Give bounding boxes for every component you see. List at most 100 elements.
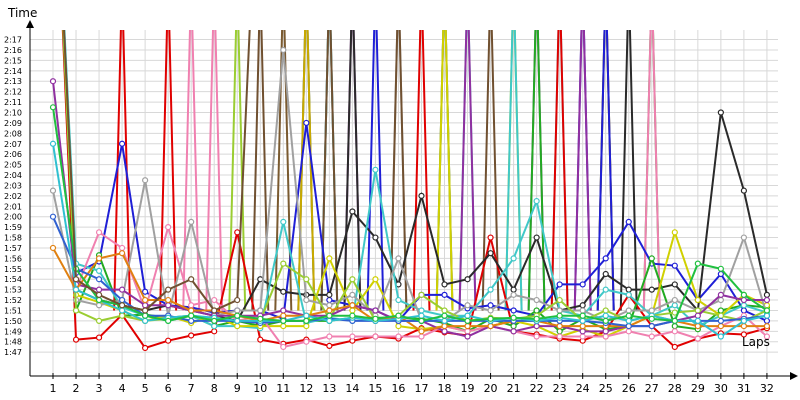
data-point — [717, 307, 724, 314]
data-point — [464, 312, 471, 319]
data-point — [280, 218, 287, 226]
data-point — [372, 315, 379, 322]
data-point — [556, 328, 563, 335]
x-tick-label: 30 — [714, 382, 728, 395]
x-tick-label: 13 — [322, 382, 336, 395]
data-point — [671, 343, 678, 351]
data-point — [372, 307, 379, 314]
data-point — [602, 286, 609, 293]
data-point — [648, 323, 655, 330]
tick-labels: 1:471:48 1:491:50 1:511:521:53 1:541:55 1:56… — [4, 36, 774, 395]
spike-line — [550, 30, 569, 311]
data-point — [188, 312, 195, 319]
data-point — [118, 296, 126, 304]
axes — [26, 20, 798, 380]
data-point — [487, 323, 494, 330]
data-point — [717, 317, 724, 324]
x-tick-label: 2 — [73, 382, 80, 395]
data-point — [579, 307, 586, 314]
data-point — [740, 331, 748, 338]
data-point — [142, 296, 149, 304]
series-line — [52, 143, 768, 338]
data-point — [487, 307, 494, 314]
data-point — [418, 312, 425, 319]
data-point — [326, 255, 333, 262]
data-point — [349, 333, 356, 340]
data-point — [510, 255, 517, 262]
data-point — [95, 276, 103, 283]
data-point — [234, 317, 241, 324]
data-point — [441, 291, 448, 298]
data-point — [326, 333, 333, 340]
data-point — [533, 234, 540, 241]
x-tick-label: 3 — [96, 382, 103, 395]
x-axis-title: Laps — [742, 335, 770, 349]
x-tick-label: 16 — [391, 382, 405, 395]
data-point — [257, 336, 264, 343]
data-point — [349, 276, 356, 283]
data-point — [95, 286, 103, 293]
y-tick-label: 1:47 — [4, 348, 22, 357]
data-point — [142, 312, 149, 319]
data-point — [556, 312, 563, 319]
data-point — [188, 307, 195, 314]
data-point — [95, 229, 103, 236]
data-point — [234, 229, 241, 236]
data-point — [118, 307, 126, 314]
data-point — [165, 286, 172, 293]
data-point — [533, 315, 540, 322]
x-tick-label: 10 — [253, 382, 267, 395]
data-point — [49, 78, 57, 85]
data-point — [671, 323, 678, 330]
data-point — [464, 333, 471, 340]
data-point — [418, 328, 425, 335]
x-tick-label: 26 — [622, 382, 636, 395]
data-point — [602, 255, 609, 262]
data-point — [464, 276, 471, 283]
x-tick-label: 23 — [553, 382, 567, 395]
x-tick-label: 21 — [507, 382, 521, 395]
data-point — [118, 302, 126, 309]
x-tick-label: 15 — [368, 382, 382, 395]
spike-line — [573, 30, 592, 311]
data-point — [763, 323, 771, 330]
y-tick-label: 2:15 — [4, 56, 22, 65]
data-point — [95, 296, 103, 304]
data-point — [211, 307, 218, 314]
data-point — [694, 323, 701, 330]
data-point — [694, 296, 701, 304]
data-point — [694, 335, 701, 342]
data-point — [487, 315, 494, 322]
data-point — [349, 302, 356, 309]
data-point — [118, 286, 126, 293]
y-tick-label: 2:06 — [4, 150, 22, 159]
data-point — [510, 323, 517, 330]
y-tick-label: 2:01 — [4, 202, 22, 211]
x-tick-label: 9 — [234, 382, 241, 395]
data-point — [625, 286, 632, 293]
data-point — [303, 119, 310, 127]
spike-line — [435, 30, 454, 311]
data-point — [625, 218, 632, 226]
data-point — [740, 323, 748, 330]
series-line — [52, 107, 768, 322]
y-tick-label: 1:49 — [4, 327, 22, 336]
series-lines — [49, 30, 771, 352]
data-point — [234, 296, 241, 304]
series-line — [63, 30, 251, 312]
y-tick-label: 2:17 — [4, 36, 22, 45]
x-tick-label: 32 — [760, 382, 774, 395]
data-point — [579, 317, 586, 324]
spike-line — [159, 30, 178, 311]
y-tick-label: 2:12 — [4, 88, 22, 97]
data-point — [717, 109, 724, 116]
data-point — [579, 323, 586, 330]
data-point — [211, 328, 218, 335]
y-tick-label: 1:59 — [4, 223, 22, 232]
data-point — [533, 323, 540, 330]
data-point — [694, 312, 701, 319]
x-tick-label: 4 — [119, 382, 126, 395]
data-point — [188, 218, 195, 226]
data-point — [625, 307, 632, 314]
